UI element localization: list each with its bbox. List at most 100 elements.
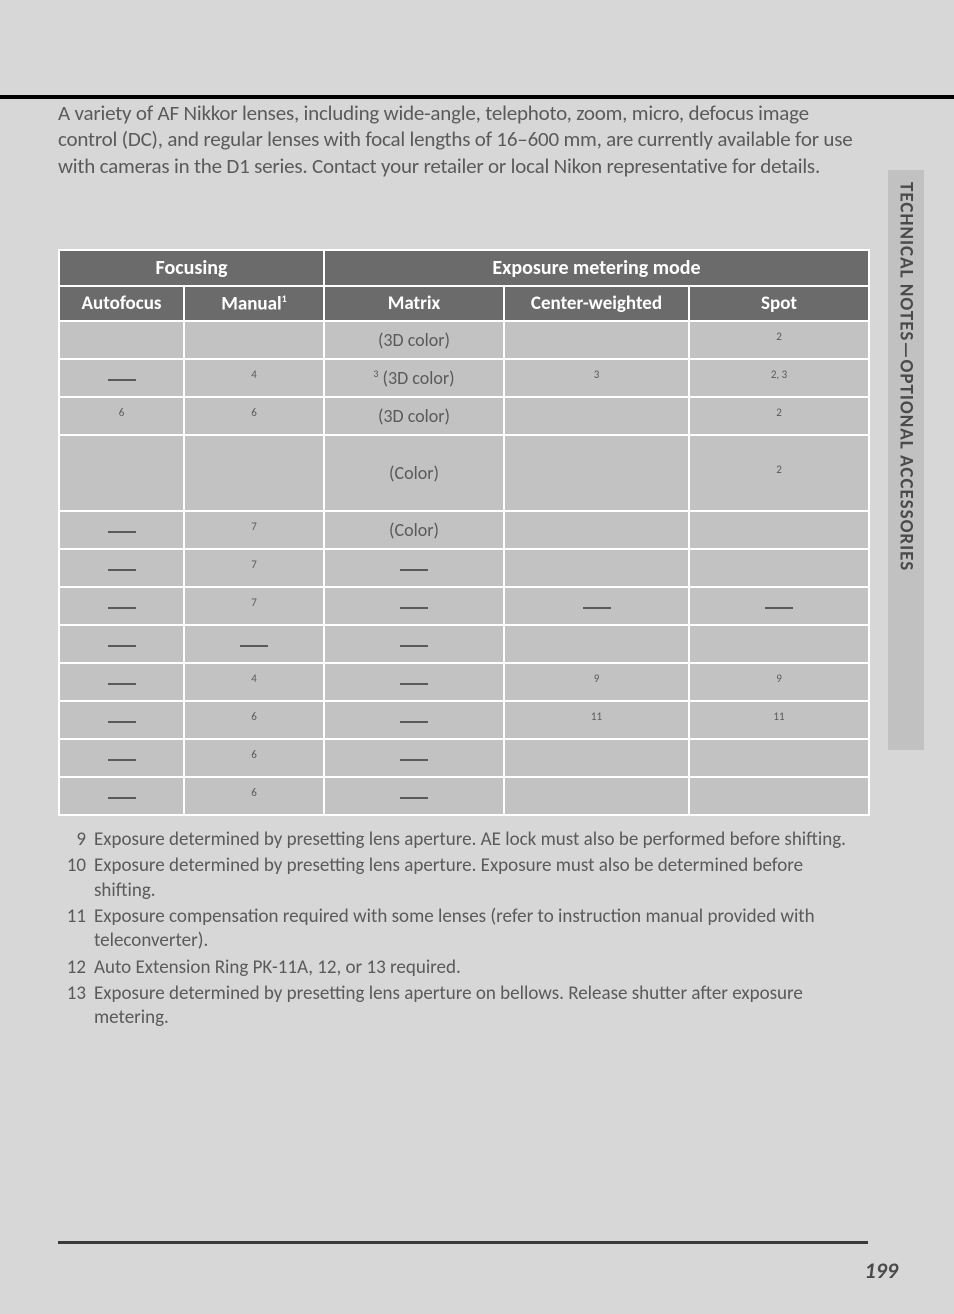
table-cell: 7	[184, 587, 324, 625]
footnote-number: 9	[58, 828, 94, 852]
footnote-text: Auto Extension Ring PK-11A, 12, or 13 re…	[94, 956, 868, 980]
table-row: 6	[59, 777, 869, 815]
table-cell: 7	[184, 549, 324, 587]
th-center: Center-weighted	[504, 286, 689, 321]
table-cell	[504, 511, 689, 549]
page-content: A variety of AF Nikkor lenses, including…	[58, 100, 868, 1033]
table-cell	[59, 625, 184, 663]
page-number: 199	[865, 1257, 898, 1284]
table-row: 6 1111	[59, 701, 869, 739]
footnote: 11Exposure compensation required with so…	[58, 905, 868, 954]
table-cell: 9	[504, 663, 689, 701]
table-cell: 6	[184, 701, 324, 739]
table-cell: 2	[689, 321, 869, 359]
table-cell	[689, 777, 869, 815]
table-row: 66(3D color)2	[59, 397, 869, 435]
table-cell: (Color)	[324, 435, 504, 511]
table-cell: 9	[689, 663, 869, 701]
table-cell	[184, 435, 324, 511]
table-cell	[59, 777, 184, 815]
top-rule	[0, 95, 954, 99]
table-cell: 6	[184, 777, 324, 815]
footnote: 9Exposure determined by presetting lens …	[58, 828, 868, 852]
table-row: 7	[59, 549, 869, 587]
table-cell	[59, 587, 184, 625]
table-cell	[59, 321, 184, 359]
footnote-number: 12	[58, 956, 94, 980]
table-cell: (3D color)	[324, 321, 504, 359]
table-cell	[59, 359, 184, 397]
table-cell	[689, 625, 869, 663]
table-row: 43 (3D color)32, 3	[59, 359, 869, 397]
footnote-number: 13	[58, 982, 94, 1031]
footnote-text: Exposure determined by presetting lens a…	[94, 854, 868, 903]
table-cell	[504, 777, 689, 815]
table-row	[59, 625, 869, 663]
table-cell	[324, 777, 504, 815]
th-focusing: Focusing	[59, 250, 324, 286]
table-row: 7	[59, 587, 869, 625]
table-cell: (Color)	[324, 511, 504, 549]
table-cell	[324, 625, 504, 663]
table-cell: 3	[504, 359, 689, 397]
table-cell: 2	[689, 435, 869, 511]
table-row: 7(Color)	[59, 511, 869, 549]
table-cell: 2, 3	[689, 359, 869, 397]
table-cell	[504, 587, 689, 625]
table-cell	[689, 587, 869, 625]
table-body: (3D color)243 (3D color)32, 366(3D color…	[59, 321, 869, 815]
footnote: 12Auto Extension Ring PK-11A, 12, or 13 …	[58, 956, 868, 980]
table-cell: 6	[59, 397, 184, 435]
table-cell	[59, 549, 184, 587]
table-cell	[504, 321, 689, 359]
table-cell	[59, 511, 184, 549]
table-row: 4 99	[59, 663, 869, 701]
table-row: (3D color) 2	[59, 321, 869, 359]
table-cell	[504, 397, 689, 435]
th-matrix: Matrix	[324, 286, 504, 321]
table-cell: 4	[184, 359, 324, 397]
th-exposure: Exposure metering mode	[324, 250, 869, 286]
table-cell	[504, 435, 689, 511]
table-cell	[504, 625, 689, 663]
table-cell	[184, 321, 324, 359]
table-cell	[689, 739, 869, 777]
table-cell	[689, 511, 869, 549]
table-cell	[184, 625, 324, 663]
footnote-text: Exposure compensation required with some…	[94, 905, 868, 954]
table-cell	[689, 549, 869, 587]
footnote: 10Exposure determined by presetting lens…	[58, 854, 868, 903]
table-cell	[59, 435, 184, 511]
table-cell: 4	[184, 663, 324, 701]
table-cell	[324, 587, 504, 625]
side-tab: TECHNICAL NOTES—OPTIONAL ACCESSORIES	[888, 170, 924, 750]
table-cell: 11	[504, 701, 689, 739]
table-cell	[324, 663, 504, 701]
lens-compat-table: Focusing Exposure metering mode Autofocu…	[58, 249, 870, 816]
table-cell	[324, 701, 504, 739]
table-row: (Color) 2	[59, 435, 869, 511]
table-cell	[59, 663, 184, 701]
footnote-text: Exposure determined by presetting lens a…	[94, 982, 868, 1031]
table-cell	[59, 739, 184, 777]
side-tab-label: TECHNICAL NOTES—OPTIONAL ACCESSORIES	[895, 182, 918, 571]
table-cell	[504, 549, 689, 587]
intro-paragraph: A variety of AF Nikkor lenses, including…	[58, 100, 868, 179]
table-cell: 6	[184, 739, 324, 777]
table-cell	[324, 549, 504, 587]
th-spot: Spot	[689, 286, 869, 321]
table-cell	[59, 701, 184, 739]
table-cell: 6	[184, 397, 324, 435]
footnote: 13Exposure determined by presetting lens…	[58, 982, 868, 1031]
th-manual: Manual1	[184, 286, 324, 321]
th-autofocus: Autofocus	[59, 286, 184, 321]
table-cell: (3D color)	[324, 397, 504, 435]
table-cell: 2	[689, 397, 869, 435]
table-cell: 11	[689, 701, 869, 739]
bottom-rule	[58, 1241, 868, 1244]
footnote-number: 10	[58, 854, 94, 903]
table-row: 6	[59, 739, 869, 777]
footnote-number: 11	[58, 905, 94, 954]
footnotes: 9Exposure determined by presetting lens …	[58, 828, 868, 1031]
table-cell	[324, 739, 504, 777]
